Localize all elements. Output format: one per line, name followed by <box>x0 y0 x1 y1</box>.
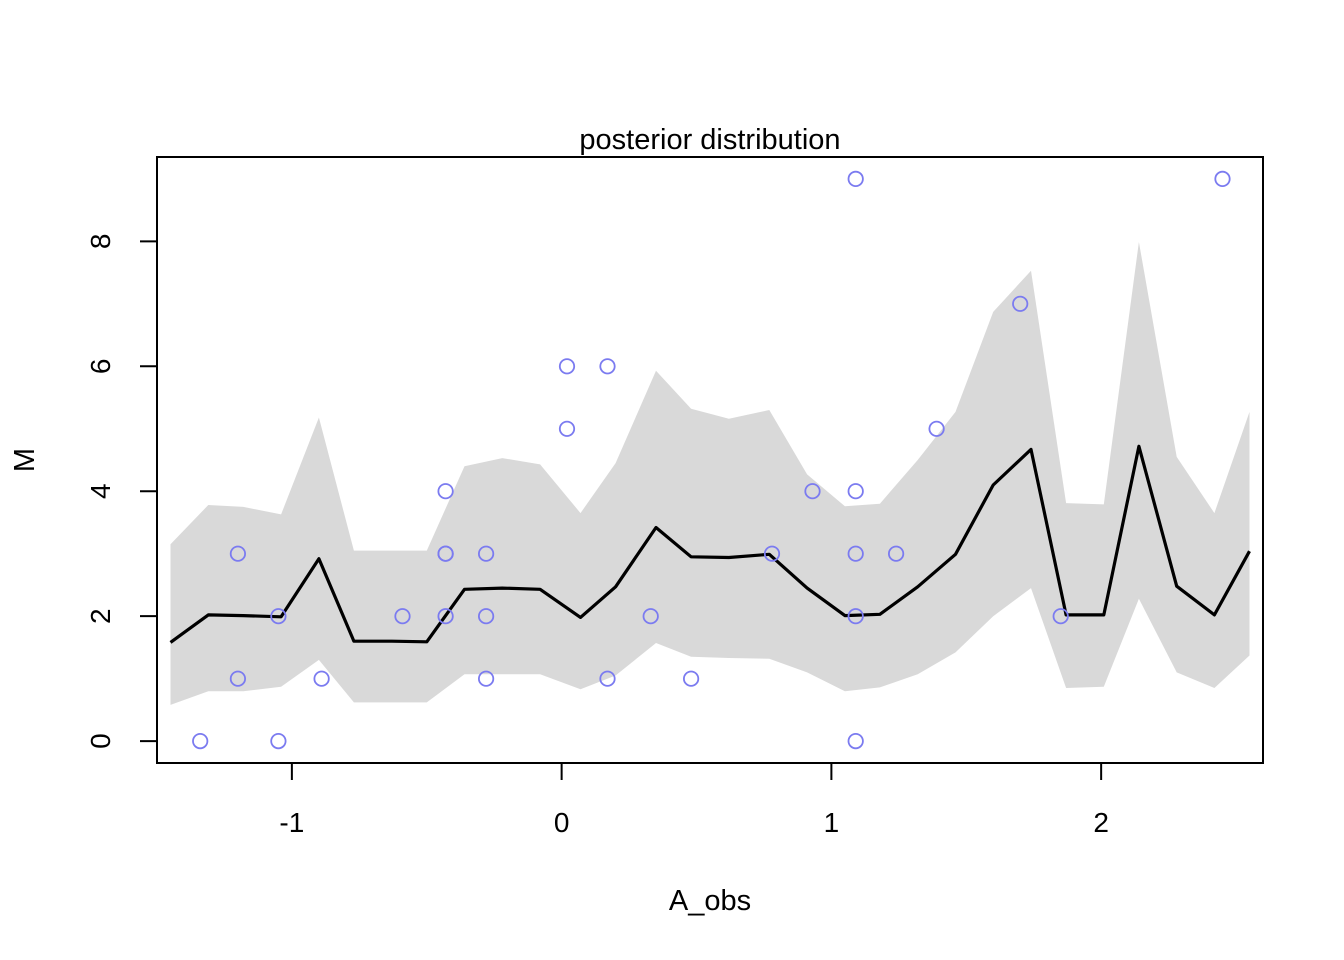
data-point <box>313 670 330 687</box>
data-point <box>599 670 616 687</box>
data-point <box>394 608 411 625</box>
data-point <box>763 545 781 562</box>
data-point <box>477 670 495 687</box>
y-tick-label: 8 <box>85 234 116 250</box>
x-axis-label: A_obs <box>669 885 751 917</box>
data-point <box>682 670 700 687</box>
y-tick-label: 6 <box>85 358 116 374</box>
data-point <box>437 545 454 562</box>
data-point <box>1052 608 1069 625</box>
data-point <box>1214 170 1231 187</box>
mean-line <box>169 444 1251 644</box>
data-point <box>558 358 576 375</box>
data-point <box>558 420 576 437</box>
interval-band <box>170 242 1250 705</box>
mean-line-layer <box>169 444 1251 644</box>
x-tick-label: 1 <box>824 807 840 838</box>
data-point <box>437 608 454 625</box>
y-axis-label: M <box>9 448 41 472</box>
data-point <box>847 170 864 187</box>
y-axis: 0 2 4 6 8 <box>85 234 158 749</box>
x-tick-label: 0 <box>554 807 570 838</box>
data-point <box>599 358 616 375</box>
data-point <box>229 545 246 562</box>
y-tick-label: 0 <box>85 733 116 749</box>
x-tick-label: 2 <box>1093 807 1109 838</box>
chart-title: posterior distribution <box>579 124 840 156</box>
data-point <box>477 608 495 625</box>
y-tick-label: 4 <box>85 483 116 499</box>
data-point <box>804 483 821 500</box>
data-point <box>477 545 495 562</box>
x-axis: -1 0 1 2 <box>279 762 1109 838</box>
y-tick-label: 2 <box>85 608 116 624</box>
data-point <box>437 483 454 500</box>
data-point <box>847 608 864 625</box>
data-point <box>1012 295 1029 312</box>
data-point <box>887 545 905 562</box>
data-point <box>847 483 864 500</box>
data-point <box>270 732 287 750</box>
x-tick-label: -1 <box>279 807 304 838</box>
data-point <box>847 732 864 750</box>
data-points <box>192 170 1231 750</box>
data-point <box>192 732 209 750</box>
data-point <box>270 608 287 625</box>
data-point <box>847 545 864 562</box>
data-point <box>928 420 945 437</box>
data-point <box>229 670 246 687</box>
data-point <box>642 608 659 625</box>
credible-interval-band <box>170 242 1250 705</box>
